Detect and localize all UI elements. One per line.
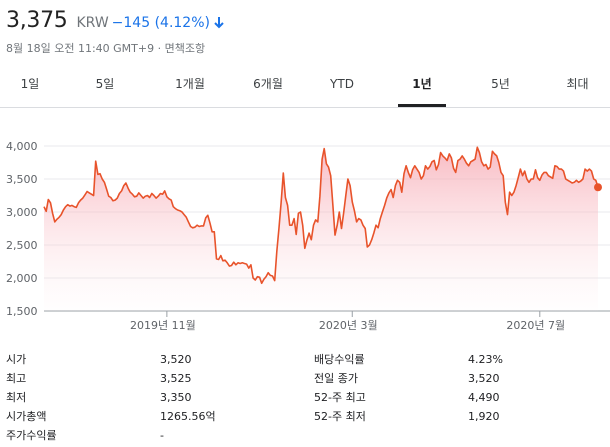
stat-value: 3,520 [468, 372, 500, 385]
y-tick-label: 2,500 [6, 239, 38, 252]
tab-max[interactable]: 최대 [566, 77, 589, 91]
stat-label: 시가총액 [6, 410, 47, 423]
stat-value: 4,490 [468, 391, 500, 404]
y-tick-label: 3,500 [6, 173, 38, 186]
price-area [44, 147, 598, 311]
stat-label: 시가 [6, 353, 27, 366]
tab-5d[interactable]: 5일 [95, 77, 115, 91]
tab-ytd[interactable]: YTD [330, 77, 354, 91]
y-tick-label: 4,000 [6, 140, 38, 153]
stat-label: 배당수익률 [314, 353, 365, 366]
price-change: −145 (4.12%) [111, 15, 210, 31]
stat-value: 4.23% [468, 353, 503, 366]
y-tick-label: 1,500 [6, 305, 38, 318]
stat-value: 1265.56억 [160, 410, 216, 423]
last-price-dot [594, 183, 602, 192]
tab-1d[interactable]: 1일 [20, 77, 40, 91]
currency-code: KRW [76, 15, 109, 31]
price-line [43, 146, 599, 285]
stat-label: 52-주 최고 [314, 391, 366, 404]
stat-value: 1,920 [468, 410, 500, 423]
price-chart[interactable]: 4,000 3,500 3,000 2,500 2,000 1,500 2019년 11월 2… [0, 136, 610, 336]
range-tabs: 1일 5일 1개월 6개월 YTD 1년 5년 최대 [0, 65, 610, 108]
tab-1m[interactable]: 1개월 [175, 77, 205, 91]
arrow-down-icon [214, 17, 224, 29]
y-tick-label: 2,000 [6, 272, 38, 285]
y-tick-label: 3,000 [6, 206, 38, 219]
x-tick-label: 2019년 11월 [130, 319, 196, 332]
tab-5y[interactable]: 5년 [491, 77, 510, 91]
quote-timestamp[interactable]: 8월 18일 오전 11:40 GMT+9 · 면책조항 [6, 42, 206, 55]
tab-6m[interactable]: 6개월 [253, 77, 283, 91]
stat-label: 전일 종가 [314, 372, 358, 385]
stat-label: 최고 [6, 372, 27, 385]
current-price: 3,375 [6, 8, 68, 33]
x-tick-label: 2020년 7월 [506, 319, 565, 332]
stat-label: 주가수익률 [6, 429, 57, 442]
stat-value: 3,520 [160, 353, 192, 366]
quote-header: 3,375 KRW −145 (4.12%) [6, 8, 225, 38]
x-tick-label: 2020년 3월 [319, 319, 378, 332]
tab-1y[interactable]: 1년 [398, 65, 446, 107]
stat-label: 최저 [6, 391, 27, 404]
stat-label: 52-주 최저 [314, 410, 366, 423]
stat-value: 3,525 [160, 372, 192, 385]
stat-value: - [160, 429, 164, 442]
stat-value: 3,350 [160, 391, 192, 404]
